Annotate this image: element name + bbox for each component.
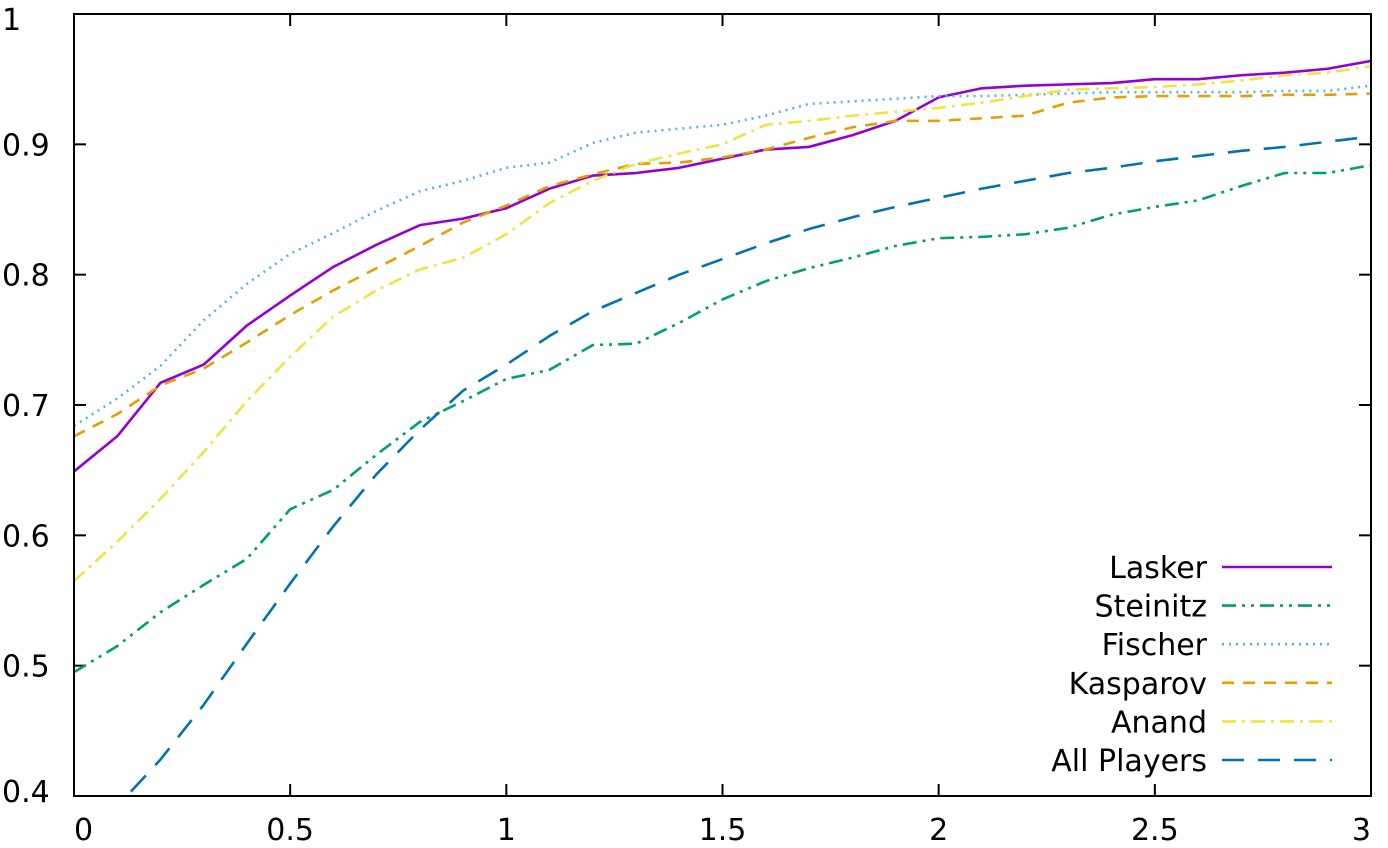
legend-label: Steinitz [1095, 590, 1207, 625]
legend-label: Anand [1111, 705, 1207, 740]
y-tick-label: 0.5 [2, 650, 50, 685]
legend-label: Lasker [1109, 551, 1207, 586]
series-line-kasparov [74, 92, 1371, 438]
y-tick-label: 0.6 [2, 519, 50, 554]
legend-label: Fischer [1102, 628, 1208, 663]
series-lines [74, 59, 1371, 796]
y-tick-label: 0.8 [2, 259, 50, 294]
y-tick-label: 1 [2, 3, 21, 38]
series-line-all-players [125, 135, 1371, 796]
legend-label: All Players [1051, 744, 1207, 779]
y-tick-label: 0.9 [2, 128, 50, 163]
x-tick-label: 1.5 [699, 813, 747, 848]
y-tick-label: 0.7 [2, 389, 50, 424]
series-line-anand [74, 64, 1371, 582]
series-line-lasker [74, 59, 1371, 473]
y-tick-label: 0.4 [2, 775, 50, 810]
x-tick-label: 2.5 [1131, 813, 1179, 848]
series-line-fischer [74, 84, 1371, 427]
x-tick-label: 1 [497, 813, 516, 848]
x-tick-label: 2 [929, 813, 948, 848]
series-line-steinitz [74, 163, 1371, 674]
legend-label: Kasparov [1069, 667, 1207, 702]
x-tick-label: 0 [74, 813, 93, 848]
x-tick-label: 0.5 [266, 813, 314, 848]
x-tick-label: 3 [1352, 813, 1371, 848]
plot-frame [73, 13, 1372, 797]
axes: 0 0.5 1 1.5 2 2.5 3 0.4 0.5 0.6 0.7 0.8 0.9 1 [2, 3, 1372, 848]
